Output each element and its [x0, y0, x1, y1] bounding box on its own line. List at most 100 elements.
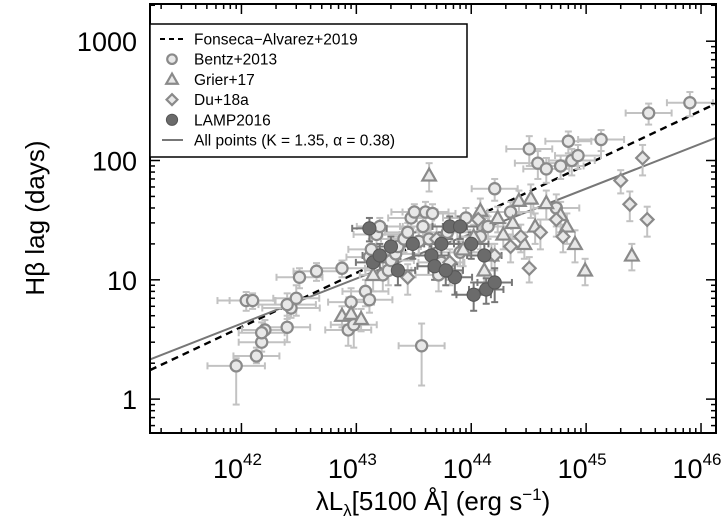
- x-tick-label: 1043: [328, 450, 377, 484]
- grier-17-point: [504, 213, 522, 230]
- legend-entry: Du+18a: [165, 92, 249, 109]
- bentz-2013-point: [249, 349, 264, 363]
- bentz-2013-point: [280, 297, 294, 312]
- du-18a-point: [634, 150, 651, 166]
- bentz-2013-point: [229, 359, 243, 373]
- bentz-2013-point: [594, 132, 608, 147]
- du-18a-point: [399, 269, 416, 286]
- bentz-2013-point: [571, 148, 585, 163]
- bentz-2013-point: [309, 264, 324, 278]
- bentz-2013-point: [416, 219, 430, 234]
- lamp2016-point: [434, 236, 449, 251]
- lamp2016-point: [362, 221, 377, 236]
- bentz-2013-point: [425, 206, 440, 221]
- bentz-2013-point: [487, 182, 502, 196]
- du-18a-point: [612, 172, 629, 189]
- grier-17-point: [623, 246, 641, 262]
- y-axis-label: Hβ lag (days): [20, 140, 50, 295]
- plot-frame: [149, 3, 717, 434]
- du-18a-point: [521, 260, 538, 277]
- grier-17-point: [558, 217, 576, 233]
- bentz-2013-point: [683, 96, 697, 110]
- grier-17-point: [352, 309, 370, 326]
- legend-marker: [165, 113, 179, 126]
- bentz-2013-point: [362, 293, 377, 307]
- lamp2016-point: [383, 239, 399, 254]
- du-18a-point: [639, 211, 656, 228]
- lamp2016-point: [372, 248, 387, 263]
- x-tick-label: 1045: [558, 450, 607, 484]
- du-18a-point: [621, 196, 638, 213]
- bentz-2013-point: [414, 339, 429, 353]
- grier-17-point: [537, 194, 555, 210]
- lamp2016-point: [466, 287, 481, 302]
- legend-entry: Fonseca−Alvarez+2019: [160, 32, 358, 49]
- legend-label: Bentz+2013: [194, 52, 277, 69]
- legend-entry: All points (K = 1.35, α = 0.38): [162, 133, 395, 150]
- lamp2016-point: [487, 275, 502, 290]
- bentz-2013-point: [335, 261, 349, 275]
- du-18a-point: [532, 224, 549, 241]
- x-tick-label: 1046: [673, 450, 722, 484]
- bentz-2013-point: [522, 142, 536, 156]
- legend-entry: Bentz+2013: [166, 52, 277, 69]
- legend-label: All points (K = 1.35, α = 0.38): [194, 133, 395, 150]
- legend-marker: [164, 71, 180, 85]
- legend-label: Du+18a: [194, 92, 249, 109]
- x-tick-labels: 1042 1043 1044 1045 1046: [213, 450, 722, 484]
- grier-17-point: [489, 208, 507, 225]
- du-18a-point: [512, 228, 529, 245]
- y-tick-label: 10: [107, 266, 137, 296]
- legend-entry: LAMP2016: [165, 112, 271, 129]
- grier-17-point: [522, 189, 540, 205]
- grier-17-point: [566, 234, 584, 251]
- legend-label: Fonseca−Alvarez+2019: [194, 32, 358, 49]
- grier-17-point: [494, 225, 512, 241]
- y-tick-label: 1: [122, 385, 137, 415]
- y-tick-labels: 1 10 100 1000: [77, 27, 137, 415]
- bentz-2013-point: [553, 159, 568, 173]
- du-18a-point: [502, 238, 519, 255]
- lamp2016-point: [438, 263, 453, 278]
- bentz-2013-point: [407, 205, 422, 219]
- legend-label: Grier+17: [194, 72, 255, 89]
- lamp2016-point: [390, 263, 405, 278]
- grier-17-point: [510, 191, 528, 207]
- legend-marker: [166, 53, 178, 66]
- grier-17-point: [342, 304, 360, 320]
- data-markers: [229, 96, 697, 373]
- bentz-2013-point: [503, 205, 518, 219]
- y-tick-label: 1000: [77, 27, 137, 57]
- lamp2016-point: [452, 219, 468, 234]
- legend-box: [149, 23, 468, 158]
- grier-17-point: [364, 265, 382, 282]
- legend-marker: [165, 92, 179, 107]
- x-tick-label: 1042: [213, 450, 262, 484]
- bentz-2013-point: [245, 293, 260, 308]
- y-tick-label: 100: [92, 147, 137, 177]
- bentz-2013-point: [539, 162, 553, 176]
- bentz-2013-point: [401, 225, 415, 240]
- bentz-2013-point: [254, 326, 269, 340]
- du-18a-point: [555, 228, 572, 245]
- legend-entry: Grier+17: [164, 71, 255, 89]
- lamp2016-point: [477, 248, 492, 263]
- grier-17-point: [475, 261, 494, 277]
- plot-area: 1042 1043 1044 1045 1046 1 10 100 1000: [77, 3, 722, 484]
- bentz-2013-point: [561, 134, 576, 148]
- grier-17-point: [576, 261, 594, 277]
- legend-label: LAMP2016: [194, 112, 271, 129]
- bentz-2013-point: [280, 320, 294, 334]
- legend-items: Fonseca−Alvarez+2019 Bentz+2013 Grier+17 Du…: [160, 32, 395, 150]
- bentz-2013-point: [289, 291, 303, 305]
- x-axis-label: λLλ[5100 Å] (erg s−1): [316, 485, 551, 520]
- axis-ticks: [150, 4, 716, 433]
- grier-17-point: [420, 166, 438, 182]
- du-18a-point: [548, 211, 565, 228]
- error-bar: [397, 322, 446, 387]
- bentz-2013-point: [641, 106, 656, 120]
- lamp2016-point: [464, 236, 479, 251]
- bentz-2013-point: [292, 270, 307, 284]
- du-18a-point: [470, 211, 487, 228]
